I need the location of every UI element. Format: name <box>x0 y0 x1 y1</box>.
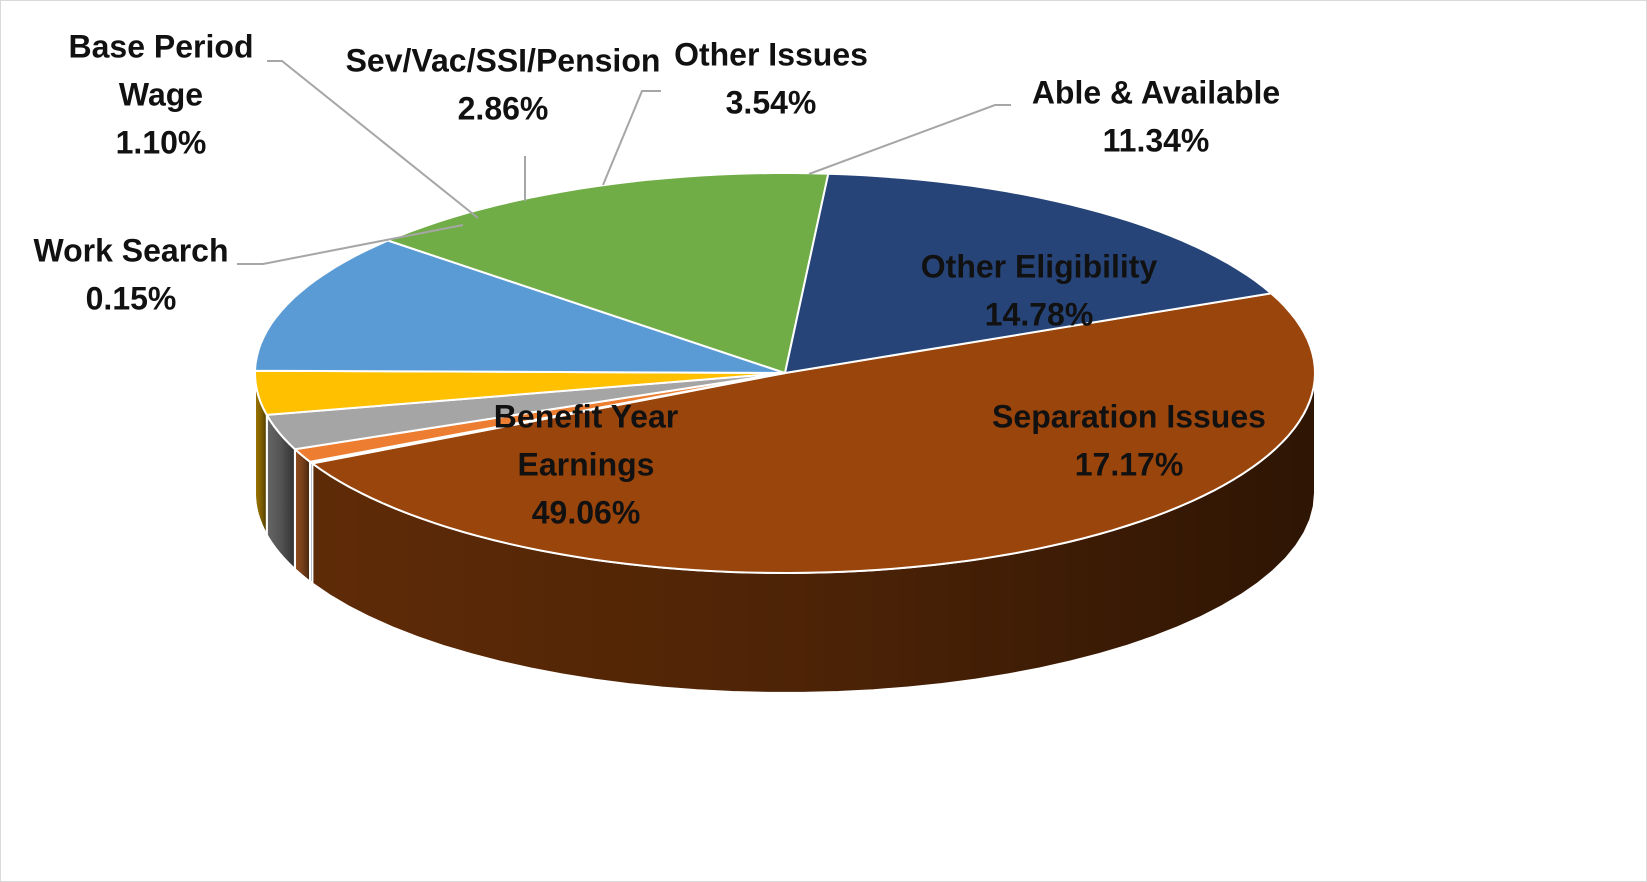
slice-value-other-issues: 3.54% <box>726 84 817 120</box>
data-label-other-issues: Other Issues 3.54% <box>674 36 868 120</box>
slice-value-base-period-wage: 1.10% <box>116 124 207 160</box>
data-label-other-eligibility: Other Eligibility 14.78% <box>921 248 1158 332</box>
pie-slice-able-available <box>254 239 786 374</box>
slice-label-sev-vac-ssi-pension: Sev/Vac/SSI/Pension <box>346 42 661 78</box>
slice-label-other-issues: Other Issues <box>674 36 868 72</box>
data-label-able-available: Able & Available 11.34% <box>1032 74 1280 158</box>
slice-label-separation-issues: Separation Issues <box>992 398 1266 434</box>
data-label-work-search: Work Search 0.15% <box>33 232 228 316</box>
slice-value-separation-issues: 17.17% <box>1075 446 1184 482</box>
leader-line-able-available <box>808 104 1011 175</box>
slice-label-benefit-year-earnings: Earnings <box>518 446 655 482</box>
data-label-base-period-wage: Base Period Wage 1.10% <box>69 28 254 160</box>
slice-label-work-search: Work Search <box>33 232 228 268</box>
pie-slice-other-eligibility <box>386 172 830 374</box>
pie-side-walls <box>254 372 1316 694</box>
leader-line-other-issues <box>602 90 661 186</box>
data-label-sev-vac-ssi-pension: Sev/Vac/SSI/Pension 2.86% <box>346 42 661 126</box>
pie-slice-benefit-year-earnings <box>311 292 1316 574</box>
slice-value-other-eligibility: 14.78% <box>985 296 1094 332</box>
pie-slice-other-issues <box>254 369 786 416</box>
slice-label-base-period-wage: Wage <box>119 76 203 112</box>
leader-line-work-search <box>237 224 464 265</box>
slice-label-base-period-wage: Base Period <box>69 28 254 64</box>
slice-value-sev-vac-ssi-pension: 2.86% <box>458 90 549 126</box>
data-label-benefit-year-earnings: Benefit Year Earnings 49.06% <box>494 398 678 530</box>
pie-slice-sev-vac-ssi-pension <box>265 372 786 451</box>
data-label-separation-issues: Separation Issues 17.17% <box>992 398 1266 482</box>
slice-label-benefit-year-earnings: Benefit Year <box>494 398 678 434</box>
leader-line-base-period-wage <box>267 60 479 219</box>
slice-value-work-search: 0.15% <box>86 280 177 316</box>
slice-value-able-available: 11.34% <box>1103 122 1210 158</box>
pie-top-faces <box>254 172 1316 574</box>
pie-slice-separation-issues <box>784 172 1272 374</box>
slice-value-benefit-year-earnings: 49.06% <box>532 494 641 530</box>
slice-label-able-available: Able & Available <box>1032 74 1280 110</box>
pie-data-labels: Benefit Year Earnings 49.06% Work Search 0.1… <box>33 28 1280 530</box>
slice-label-other-eligibility: Other Eligibility <box>921 248 1158 284</box>
pie-leader-lines <box>237 60 1011 265</box>
pie-side-base-period-wage <box>293 447 311 585</box>
